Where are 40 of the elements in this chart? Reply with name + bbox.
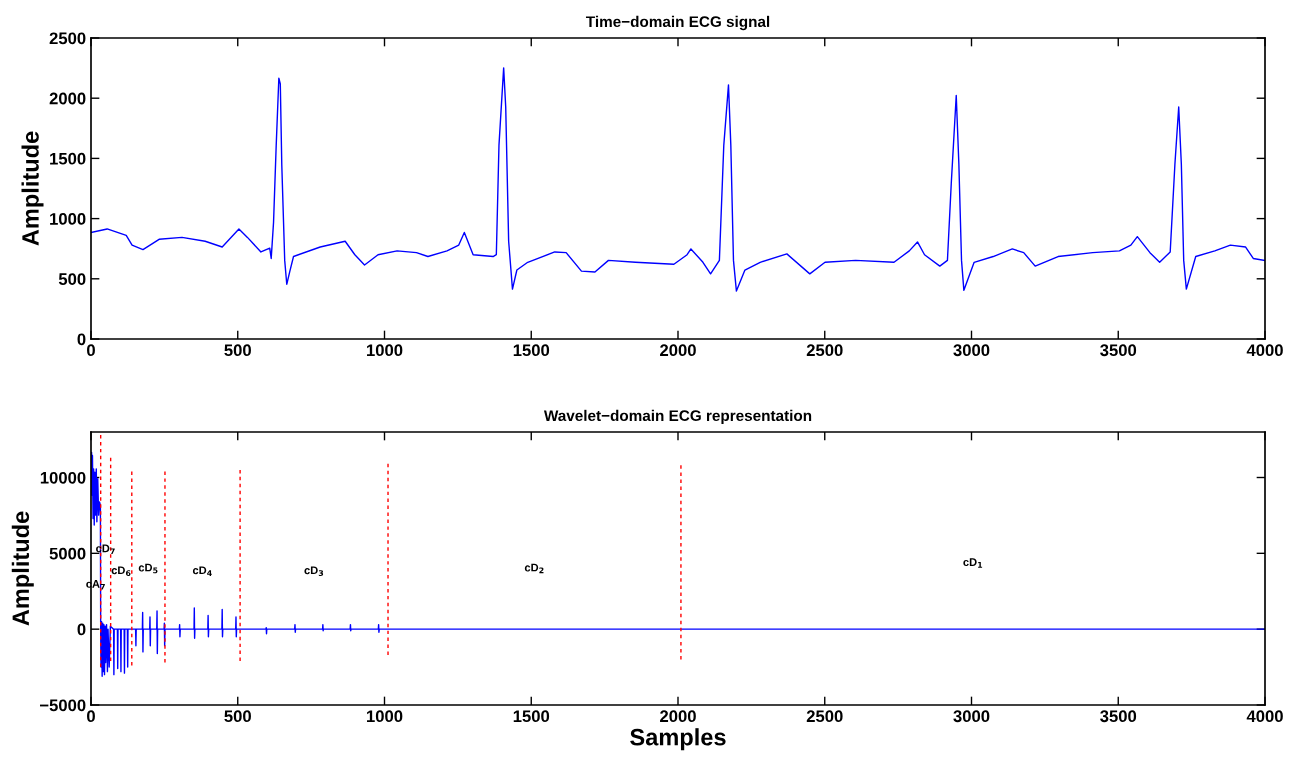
x-tick-label: 2000 (660, 344, 696, 357)
x-tick-label: 3000 (953, 710, 990, 723)
x-tick-label: 1500 (513, 710, 550, 723)
x-tick-label: 1000 (367, 710, 403, 723)
y-tick-label: 2000 (49, 92, 86, 105)
y-tick-label: −5000 (40, 699, 86, 712)
annotation: cD$_{4}$ (192, 566, 212, 576)
y-axis-title: Amplitude (11, 511, 34, 626)
y-tick-label: 1500 (50, 152, 86, 165)
chart-title: Time−domain ECG signal (585, 15, 770, 31)
annotation: cD$_{6}$ (111, 566, 131, 577)
y-tick-label: 500 (58, 273, 86, 285)
x-tick-label: 2500 (806, 344, 843, 357)
x-tick-label: 3500 (1100, 344, 1137, 357)
x-tick-label: 2500 (806, 710, 843, 723)
x-tick-label: 0 (87, 710, 95, 723)
y-axis-title: Amplitude (21, 131, 44, 246)
y-tick-label: 5000 (49, 547, 86, 560)
x-tick-label: 4000 (1246, 710, 1283, 723)
y-tick-label: 1000 (50, 213, 86, 225)
x-tick-label: 0 (87, 344, 95, 357)
x-tick-label: 500 (224, 344, 251, 357)
x-tick-label: 3500 (1100, 710, 1137, 723)
x-tick-label: 4000 (1246, 344, 1283, 357)
y-tick-label: 2500 (49, 32, 86, 45)
line-series (91, 67, 1265, 292)
y-tick-label: 0 (77, 623, 86, 636)
x-tick-label: 500 (224, 710, 251, 723)
y-tick-label: 10000 (40, 471, 86, 484)
x-tick-label: 3000 (953, 344, 990, 357)
x-tick-label: 1000 (367, 344, 403, 357)
x-tick-label: 1500 (513, 344, 550, 357)
annotation: cD$_{5}$ (138, 563, 158, 574)
x-axis-title: Samples (630, 728, 726, 751)
annotation: cD$_{2}$ (524, 563, 544, 574)
y-tick-label: 0 (77, 333, 86, 346)
x-tick-label: 2000 (660, 710, 696, 723)
chart-title: Wavelet−domain ECG representation (543, 409, 812, 425)
annotation: cD$_{3}$ (304, 566, 324, 577)
annotation: cD$_{1}$ (963, 558, 983, 568)
